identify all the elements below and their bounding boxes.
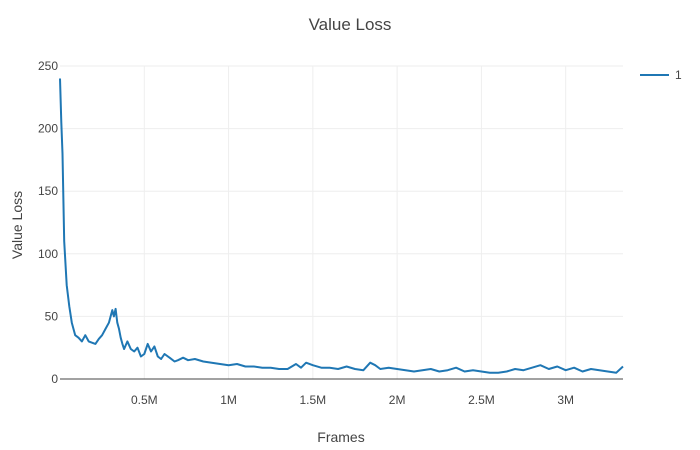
y-tick-label: 0: [51, 372, 58, 386]
x-axis-title: Frames: [317, 429, 364, 445]
y-tick-label: 150: [38, 184, 58, 198]
x-tick-label: 1.5M: [300, 393, 327, 407]
y-tick-label: 100: [38, 247, 58, 261]
y-axis-title: Value Loss: [9, 191, 25, 259]
y-gridlines: [60, 65, 623, 317]
y-tick-label: 250: [38, 59, 58, 73]
x-tick-label: 1M: [220, 393, 237, 407]
y-tick-label: 50: [45, 309, 59, 323]
x-tick-label: 2M: [389, 393, 406, 407]
x-tick-label: 2.5M: [468, 393, 495, 407]
x-tick-labels: 0.5M 1M 1.5M 2M 2.5M 3M: [131, 393, 574, 407]
legend-label-1: 1: [675, 68, 682, 82]
x-gridlines: [143, 66, 567, 379]
chart-title: Value Loss: [309, 15, 392, 34]
x-tick-label: 0.5M: [131, 393, 158, 407]
y-tick-label: 200: [38, 122, 58, 136]
y-tick-labels: 0 50 100 150 200 250: [38, 59, 58, 386]
legend: 1: [640, 68, 682, 82]
x-tick-label: 3M: [557, 393, 574, 407]
series-1-line: [59, 78, 624, 374]
